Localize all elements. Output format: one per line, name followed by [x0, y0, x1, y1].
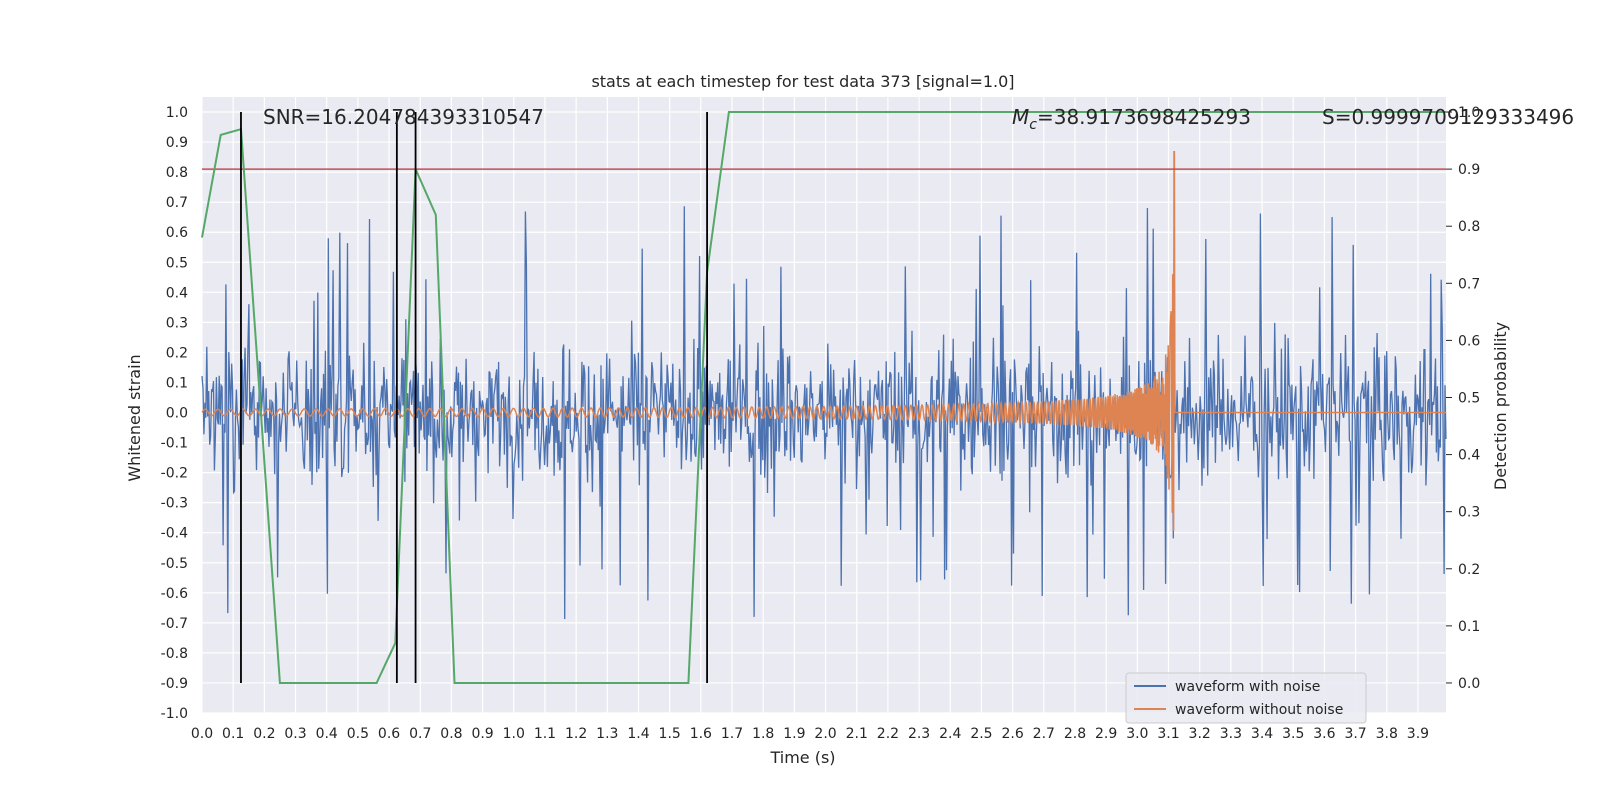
- y-right-tick-label: 0.5: [1458, 390, 1480, 406]
- y-ticks-right: 0.0 0.1 0.2 0.3 0.4 0.5 0.6 0.7 0.8 0.9 1.0: [1446, 105, 1480, 692]
- x-tick-label: 3.9: [1407, 726, 1429, 742]
- y-tick-label: -0.4: [161, 526, 188, 542]
- x-tick-label: 3.7: [1344, 726, 1366, 742]
- x-tick-label: 2.4: [939, 726, 961, 742]
- x-tick-label: 1.5: [659, 726, 681, 742]
- x-tick-label: 3.6: [1313, 726, 1335, 742]
- y-tick-label: 0.6: [166, 225, 188, 241]
- y-tick-label: 0.9: [166, 135, 188, 151]
- x-tick-label: 3.5: [1282, 726, 1304, 742]
- chirp-mass-subscript: c: [1029, 117, 1037, 133]
- chirp-mass-symbol: M: [1012, 105, 1029, 129]
- x-tick-label: 0.0: [191, 726, 213, 742]
- x-axis-label: Time (s): [769, 748, 835, 767]
- y-tick-label: 0.1: [166, 375, 188, 391]
- y-ticks: -1.0 -0.9 -0.8 -0.7 -0.6 -0.5 -0.4 -0.3 -0.2 -0.1…: [161, 105, 188, 722]
- x-tick-label: 2.3: [908, 726, 930, 742]
- x-tick-label: 0.6: [378, 726, 400, 742]
- y-tick-label: -0.7: [161, 616, 188, 632]
- x-tick-label: 1.6: [690, 726, 712, 742]
- y-tick-label: 0.3: [166, 315, 188, 331]
- x-tick-label: 3.8: [1376, 726, 1398, 742]
- y-right-tick-label: 0.1: [1458, 619, 1480, 635]
- x-tick-label: 0.3: [284, 726, 306, 742]
- y-tick-label: -1.0: [161, 706, 188, 722]
- x-tick-label: 2.7: [1033, 726, 1055, 742]
- x-tick-label: 1.2: [565, 726, 587, 742]
- legend-label-clean: waveform without noise: [1175, 702, 1343, 718]
- y-tick-label: 0.8: [166, 165, 188, 181]
- x-tick-label: 0.5: [347, 726, 369, 742]
- legend: waveform with noise waveform without noi…: [1125, 672, 1367, 724]
- x-tick-label: 3.3: [1220, 726, 1242, 742]
- x-tick-label: 1.8: [752, 726, 774, 742]
- x-tick-label: 2.5: [970, 726, 992, 742]
- y-right-tick-label: 0.9: [1458, 162, 1480, 178]
- x-tick-label: 1.7: [721, 726, 743, 742]
- y-tick-label: 0.5: [166, 255, 188, 271]
- y-tick-label: 0.0: [166, 406, 188, 422]
- x-tick-label: 3.2: [1189, 726, 1211, 742]
- score-annotation: S=0.9999709129333496: [1322, 105, 1574, 129]
- y-right-tick-label: 0.0: [1458, 676, 1480, 692]
- y-right-tick-label: 0.4: [1458, 448, 1480, 464]
- y-right-tick-label: 1.0: [1458, 105, 1480, 121]
- x-ticks: 0.0 0.1 0.2 0.3 0.4 0.5 0.6 0.7 0.8 0.9 1.0 1.1 1.2 1…: [191, 726, 1429, 742]
- x-tick-label: 2.6: [1001, 726, 1023, 742]
- y-axis-label-right: Detection probability: [1491, 322, 1510, 490]
- x-tick-label: 2.2: [877, 726, 899, 742]
- x-tick-label: 0.7: [409, 726, 431, 742]
- y-right-tick-label: 0.2: [1458, 562, 1480, 578]
- x-tick-label: 3.1: [1157, 726, 1179, 742]
- y-tick-label: 1.0: [166, 105, 188, 121]
- x-tick-label: 2.1: [846, 726, 868, 742]
- y-tick-label: 0.2: [166, 345, 188, 361]
- x-tick-label: 3.4: [1251, 726, 1273, 742]
- y-tick-label: -0.6: [161, 586, 188, 602]
- plot-content: [201, 111, 1447, 684]
- snr-annotation: SNR=16.204784393310547: [263, 105, 544, 129]
- y-tick-label: -0.3: [161, 496, 188, 512]
- y-tick-label: 0.4: [166, 285, 188, 301]
- legend-box: [1125, 672, 1367, 724]
- x-tick-label: 2.0: [814, 726, 836, 742]
- chart-title: stats at each timestep for test data 373…: [591, 72, 1014, 91]
- x-tick-label: 2.9: [1095, 726, 1117, 742]
- x-tick-label: 3.0: [1126, 726, 1148, 742]
- x-tick-label: 0.4: [316, 726, 338, 742]
- chirp-mass-annotation: Mc=38.9173698425293: [1012, 105, 1251, 133]
- y-right-tick-label: 0.7: [1458, 276, 1480, 292]
- x-tick-label: 0.8: [440, 726, 462, 742]
- y-right-tick-label: 0.6: [1458, 333, 1480, 349]
- x-tick-label: 2.8: [1064, 726, 1086, 742]
- x-tick-label: 1.3: [596, 726, 618, 742]
- y-tick-label: -0.9: [161, 676, 188, 692]
- series-waveform-without-noise: [201, 150, 1446, 532]
- x-tick-label: 1.1: [534, 726, 556, 742]
- x-tick-label: 0.1: [222, 726, 244, 742]
- x-tick-label: 1.4: [627, 726, 649, 742]
- y-tick-label: -0.8: [161, 646, 188, 662]
- legend-label-noise: waveform with noise: [1175, 679, 1320, 695]
- x-tick-label: 1.0: [503, 726, 525, 742]
- x-tick-label: 0.9: [471, 726, 493, 742]
- x-tick-label: 0.2: [253, 726, 275, 742]
- y-axis-label: Whitened strain: [125, 354, 144, 481]
- chirp-mass-value: =38.9173698425293: [1037, 105, 1251, 129]
- x-tick-label: 1.9: [783, 726, 805, 742]
- series-waveform-with-noise: [201, 206, 1447, 620]
- y-tick-label: 0.7: [166, 195, 188, 211]
- y-tick-label: -0.5: [161, 556, 188, 572]
- y-tick-label: -0.1: [161, 436, 188, 452]
- y-right-tick-label: 0.3: [1458, 505, 1480, 521]
- y-tick-label: -0.2: [161, 466, 188, 482]
- y-right-tick-label: 0.8: [1458, 219, 1480, 235]
